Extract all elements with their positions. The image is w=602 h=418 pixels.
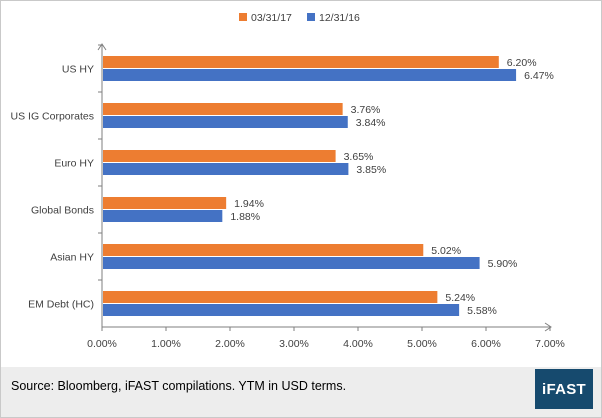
data-label: 5.58% <box>467 305 497 317</box>
category-label: Asian HY <box>50 252 94 264</box>
category-label: Euro HY <box>54 158 94 170</box>
bar-series-a <box>103 56 499 68</box>
data-label: 6.20% <box>507 57 537 69</box>
data-label: 1.94% <box>234 198 264 210</box>
bar-series-b <box>103 210 223 222</box>
x-tick-label: 3.00% <box>279 338 309 350</box>
data-label: 5.02% <box>431 245 461 257</box>
bar-series-a <box>103 291 438 303</box>
bar-chart: 03/31/17 12/31/16 0.00% 1.00% 2.00% 3.00% 4.00… <box>11 12 565 350</box>
ifast-logo: iFAST <box>535 369 593 409</box>
bar-series-a <box>103 197 227 209</box>
x-tick-label: 7.00% <box>535 338 565 350</box>
bar-series-a <box>103 150 336 162</box>
bar-series-b <box>103 69 517 81</box>
legend-swatch-2 <box>307 13 315 21</box>
logo-text: iFAST <box>541 380 586 398</box>
data-label: 5.24% <box>445 292 475 304</box>
x-tick-label: 1.00% <box>151 338 181 350</box>
category-label: Global Bonds <box>31 205 94 217</box>
x-tick-label: 2.00% <box>215 338 245 350</box>
bar-series-b <box>103 163 349 175</box>
source-note: Source: Bloomberg, iFAST compilations. Y… <box>11 379 347 393</box>
x-tick-label: 5.00% <box>407 338 437 350</box>
bar-series-a <box>103 244 424 256</box>
data-label: 3.85% <box>356 164 386 176</box>
data-label: 5.90% <box>488 258 518 270</box>
x-tick-label: 0.00% <box>87 338 117 350</box>
x-tick-label: 4.00% <box>343 338 373 350</box>
bar-series-b <box>103 304 460 316</box>
data-label: 3.84% <box>356 117 386 129</box>
category-label: US IG Corporates <box>11 111 94 123</box>
data-label: 3.76% <box>351 104 381 116</box>
data-label: 3.65% <box>344 151 374 163</box>
bar-series-b <box>103 257 480 269</box>
y-axis-arrow <box>97 43 107 51</box>
legend-label-2: 12/31/16 <box>319 12 360 24</box>
data-label: 1.88% <box>230 211 260 223</box>
x-tick-label: 6.00% <box>471 338 501 350</box>
legend-label-1: 03/31/17 <box>251 12 292 24</box>
bar-series-b <box>103 116 348 128</box>
x-axis-arrow <box>544 322 552 332</box>
bar-series-a <box>103 103 343 115</box>
data-label: 6.47% <box>524 70 554 82</box>
legend-swatch-1 <box>239 13 247 21</box>
footer: Source: Bloomberg, iFAST compilations. Y… <box>1 367 601 417</box>
category-label: EM Debt (HC) <box>28 299 94 311</box>
category-label: US HY <box>62 64 94 76</box>
